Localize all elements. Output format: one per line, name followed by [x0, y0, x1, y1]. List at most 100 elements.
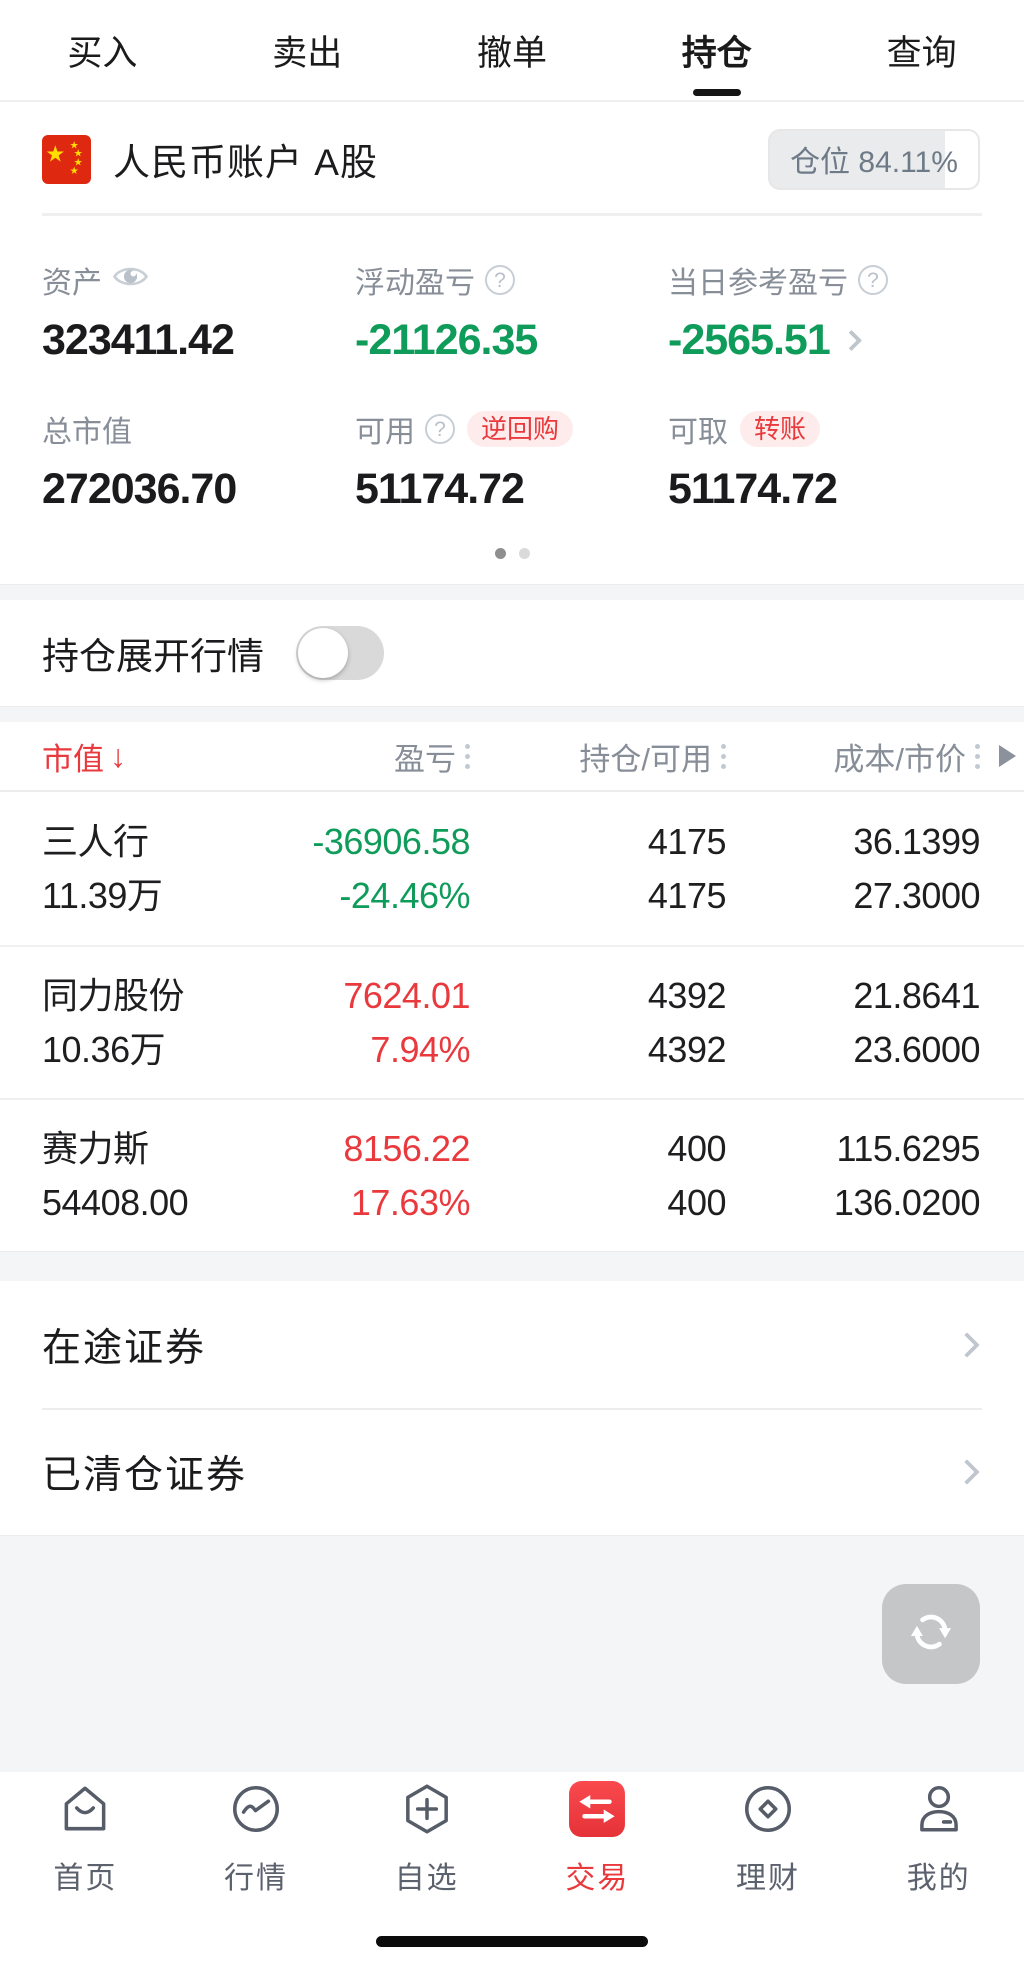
section-divider — [0, 584, 1024, 600]
nav-trade[interactable]: 交易 — [512, 1780, 683, 1969]
nav-watchlist-label: 自选 — [394, 1862, 459, 1895]
stock-profit-loss-pct: -24.46% — [339, 874, 470, 916]
tab-cancel-order-label: 撤单 — [476, 33, 547, 73]
help-icon[interactable]: ? — [485, 265, 515, 295]
account-stats: 资产 323411.42 浮动盈亏 ? -21126.35 当日参考盈亏 — [0, 216, 1024, 584]
nav-wealth[interactable]: 理财 — [683, 1780, 854, 1969]
position-gauge-label: 仓位 84.11% — [790, 146, 958, 179]
header-market-value[interactable]: 市值 ↓ — [42, 734, 242, 779]
nav-wealth-label: 理财 — [736, 1862, 801, 1895]
day-pl-value: -2565.51 — [668, 316, 831, 364]
withdrawable-value: 51174.72 — [668, 465, 838, 513]
tab-query-label: 查询 — [886, 33, 957, 73]
header-profit-loss[interactable]: 盈亏 — [242, 734, 470, 779]
nav-home-label: 首页 — [53, 1862, 118, 1895]
nav-home[interactable]: 首页 — [0, 1780, 171, 1969]
available-value: 51174.72 — [355, 465, 525, 513]
assets-value: 323411.42 — [42, 316, 235, 364]
stock-market-value: 10.36万 — [42, 1028, 166, 1070]
header-position-available[interactable]: 持仓/可用 — [470, 734, 726, 779]
stock-available: 4392 — [647, 1028, 727, 1070]
stat-withdrawable: 可取 转账 51174.72 — [668, 411, 982, 514]
position-gauge[interactable]: 仓位 84.11% — [768, 128, 980, 190]
page-dot-active — [494, 548, 506, 559]
profile-icon — [910, 1780, 968, 1843]
nav-quotes-label: 行情 — [224, 1862, 288, 1895]
column-menu-icon[interactable] — [975, 743, 980, 769]
header-position-available-label: 持仓/可用 — [579, 741, 712, 777]
account-row[interactable]: ★ ★ ★ ★ ★ 人民币账户 A股 仓位 84.11% — [0, 102, 1024, 216]
stock-position: 4175 — [647, 820, 727, 862]
tab-query[interactable]: 查询 — [819, 0, 1024, 100]
expand-quotes-row: 持仓展开行情 — [0, 600, 1024, 706]
reverse-repo-badge[interactable]: 逆回购 — [467, 411, 574, 447]
stock-market-price: 23.6000 — [853, 1028, 980, 1070]
stock-profit-loss-pct: 17.63% — [350, 1181, 471, 1223]
in-transit-securities-label: 在途证券 — [42, 1326, 207, 1370]
stock-available: 400 — [667, 1181, 726, 1223]
total-market-value-value: 272036.70 — [42, 465, 237, 513]
column-menu-icon[interactable] — [465, 743, 470, 769]
cleared-securities-row[interactable]: 已清仓证券 — [0, 1408, 1024, 1535]
home-indicator[interactable] — [376, 1936, 648, 1947]
page-dots — [42, 548, 982, 559]
available-label: 可用 — [355, 416, 415, 449]
assets-label: 资产 — [42, 267, 102, 300]
header-cost-price[interactable]: 成本/市价 — [726, 734, 980, 779]
more-columns-icon[interactable] — [999, 745, 1016, 767]
nav-profile[interactable]: 我的 — [853, 1780, 1024, 1969]
svg-text:★: ★ — [70, 165, 79, 176]
bottom-nav: 首页 行情 自选 — [0, 1772, 1024, 1969]
header-cost-price-label: 成本/市价 — [833, 741, 966, 777]
tab-cancel-order[interactable]: 撤单 — [410, 0, 615, 100]
chevron-right-icon — [954, 1458, 980, 1485]
stock-position: 400 — [667, 1127, 726, 1169]
refresh-icon — [904, 1605, 958, 1664]
tab-buy[interactable]: 买入 — [0, 0, 205, 100]
help-icon[interactable]: ? — [425, 414, 455, 444]
expand-quotes-toggle[interactable] — [296, 626, 384, 680]
home-icon — [56, 1780, 114, 1843]
stock-market-price: 136.0200 — [833, 1181, 981, 1223]
tab-sell-label: 卖出 — [272, 33, 343, 73]
column-menu-icon[interactable] — [721, 743, 726, 769]
quotes-icon — [227, 1780, 285, 1843]
stat-floating-pl: 浮动盈亏 ? -21126.35 — [355, 262, 668, 365]
page-dot — [518, 548, 530, 559]
svg-text:★: ★ — [70, 140, 79, 151]
holding-row-sanrenxing[interactable]: 三人行 11.39万 -36906.58 -24.46% 4175 4175 3… — [0, 792, 1024, 945]
stat-total-market-value: 总市值 272036.70 — [42, 411, 355, 514]
nav-quotes[interactable]: 行情 — [171, 1780, 342, 1969]
stock-name: 赛力斯 — [42, 1127, 149, 1169]
cleared-securities-label: 已清仓证券 — [42, 1453, 248, 1497]
refresh-button[interactable] — [882, 1584, 980, 1684]
chevron-right-icon — [954, 1331, 980, 1358]
trade-tab-bar: 买入 卖出 撤单 持仓 查询 — [0, 0, 1024, 102]
stock-profit-loss: 8156.22 — [343, 1127, 470, 1169]
withdrawable-label: 可取 — [668, 416, 728, 449]
holdings-list: 三人行 11.39万 -36906.58 -24.46% 4175 4175 3… — [0, 792, 1024, 1251]
help-icon[interactable]: ? — [858, 265, 888, 295]
svg-text:★: ★ — [45, 141, 65, 166]
section-divider — [0, 1251, 1024, 1281]
stat-day-pl[interactable]: 当日参考盈亏 ? -2565.51 — [668, 262, 982, 365]
tab-sell[interactable]: 卖出 — [205, 0, 410, 100]
stock-profit-loss-pct: 7.94% — [370, 1028, 470, 1070]
stock-cost: 36.1399 — [853, 820, 980, 862]
wealth-icon — [739, 1780, 797, 1843]
total-market-value-label: 总市值 — [42, 416, 132, 449]
nav-profile-label: 我的 — [906, 1862, 971, 1895]
stock-profit-loss: -36906.58 — [312, 820, 470, 862]
transfer-badge[interactable]: 转账 — [740, 411, 821, 447]
nav-watchlist[interactable]: 自选 — [341, 1780, 512, 1969]
svg-text:★: ★ — [74, 148, 83, 159]
stock-available: 4175 — [647, 874, 727, 916]
holding-row-tongli[interactable]: 同力股份 10.36万 7624.01 7.94% 4392 4392 21.8… — [0, 945, 1024, 1098]
eye-icon[interactable] — [112, 263, 149, 298]
stat-assets: 资产 323411.42 — [42, 262, 355, 365]
stock-market-price: 27.3000 — [853, 874, 980, 916]
tab-positions[interactable]: 持仓 — [614, 0, 819, 100]
in-transit-securities-row[interactable]: 在途证券 — [0, 1281, 1024, 1408]
holding-row-seres[interactable]: 赛力斯 54408.00 8156.22 17.63% 400 400 115.… — [0, 1098, 1024, 1251]
floating-pl-value: -21126.35 — [355, 316, 538, 364]
